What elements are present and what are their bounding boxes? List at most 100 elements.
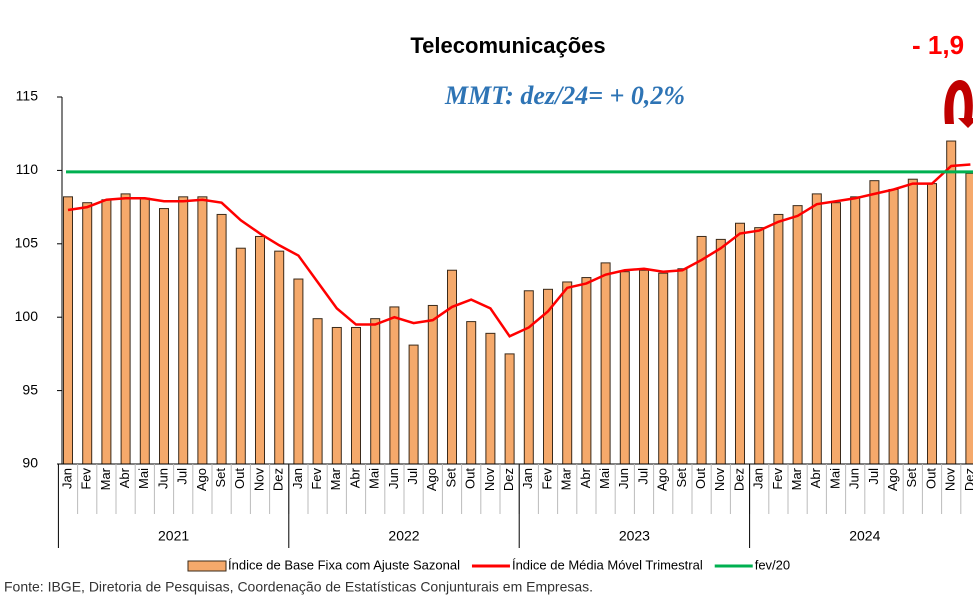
x-tick-label: Jul <box>175 468 190 485</box>
x-tick-label: Jun <box>386 468 401 489</box>
bar <box>274 250 285 465</box>
x-tick-label: Set <box>904 468 919 488</box>
bar <box>178 196 189 465</box>
x-tick-label: Jun <box>616 468 631 489</box>
x-tick-label: Mar <box>559 467 574 490</box>
x-tick-label: Nov <box>251 468 266 492</box>
bar <box>927 183 937 465</box>
x-tick-label: Abr <box>578 467 593 488</box>
bar <box>946 140 957 465</box>
bar <box>293 278 304 465</box>
bar <box>600 262 611 465</box>
x-tick-label: Mai <box>827 468 842 489</box>
bar <box>216 213 227 465</box>
bar <box>523 290 534 465</box>
x-tick-label: Out <box>232 468 247 489</box>
bar <box>619 271 630 465</box>
bar <box>312 318 323 465</box>
bar <box>850 196 861 465</box>
group-label: 2022 <box>388 528 419 544</box>
bar <box>82 202 93 465</box>
bar <box>447 269 457 465</box>
x-tick-label: Dez <box>501 468 516 491</box>
bar <box>466 321 477 465</box>
x-tick-label: Mai <box>597 468 612 489</box>
x-tick-label: Nov <box>712 468 727 492</box>
group-label: 2021 <box>158 528 189 544</box>
x-tick-label: Jan <box>751 468 766 489</box>
x-tick-label: Nov <box>943 468 958 492</box>
bar <box>696 235 707 465</box>
bar <box>427 304 438 465</box>
x-tick-label: Mar <box>328 467 343 490</box>
bar <box>754 227 765 465</box>
source: Fonte: IBGE, Diretoria de Pesquisas, Coo… <box>4 579 593 595</box>
y-tick-label: 110 <box>16 161 39 177</box>
x-tick-label: Fev <box>539 468 554 490</box>
annotation: - 1,9 <box>912 30 964 60</box>
x-tick-label: Out <box>923 468 938 489</box>
group-label: 2024 <box>849 528 880 544</box>
x-tick-label: Abr <box>808 467 823 488</box>
x-tick-label: Dez <box>962 468 973 491</box>
bar <box>965 172 973 465</box>
x-tick-label: Set <box>443 468 458 488</box>
x-tick-label: Fev <box>309 468 324 490</box>
x-tick-label: Ago <box>885 468 900 491</box>
x-tick-label: Mar <box>98 467 113 490</box>
plot: 90 95 100 105 110 115 Jan Fev Mar Abr Mai Jun Jul Ago… <box>15 88 973 548</box>
y-tick-label: 100 <box>15 308 39 324</box>
bar <box>120 193 131 465</box>
legend-label: Índice de Média Móvel Trimestral <box>512 557 703 572</box>
bar <box>139 197 150 465</box>
bar <box>735 222 745 465</box>
x-tick-label: Jul <box>866 468 881 485</box>
x-tick-label: Set <box>213 468 228 488</box>
bar <box>639 269 649 465</box>
line <box>67 163 971 338</box>
bar <box>581 277 592 465</box>
x-tick-label: Jan <box>59 468 74 489</box>
x-tick-label: Set <box>674 468 689 488</box>
x-tick-label: Mai <box>367 468 382 489</box>
x-tick-label: Jun <box>155 468 170 489</box>
legend-label: fev/20 <box>755 557 790 572</box>
bar <box>255 235 265 465</box>
x-tick-label: Jun <box>847 468 862 489</box>
x-tick-label: Jul <box>405 468 420 485</box>
bar <box>504 353 515 465</box>
x-tick-label: Ago <box>424 468 439 491</box>
y-tick-label: 115 <box>16 88 39 104</box>
bar <box>792 205 803 465</box>
bar <box>907 178 918 465</box>
x-tick-label: Nov <box>482 468 497 492</box>
x-tick-label: Out <box>693 468 708 489</box>
x-tick-label: Ago <box>194 468 209 491</box>
bar <box>331 326 342 465</box>
bar <box>715 238 726 465</box>
x-tick-label: Jan <box>290 468 305 489</box>
bar <box>63 196 73 465</box>
x-tick-label: Mar <box>789 467 804 490</box>
x-tick-label: Fev <box>770 468 785 490</box>
bar <box>773 213 784 465</box>
y-tick-label: 95 <box>22 381 38 397</box>
bar <box>658 272 669 465</box>
x-tick-label: Abr <box>347 467 362 488</box>
annotation-arrow <box>944 80 973 128</box>
bar <box>811 193 822 465</box>
bar <box>159 208 169 465</box>
legend-label: Índice de Base Fixa com Ajuste Sazonal <box>228 557 460 572</box>
bar <box>408 344 419 465</box>
bar <box>869 180 880 465</box>
y-tick-label: 105 <box>15 235 39 251</box>
bar <box>677 268 688 465</box>
bar <box>370 318 381 465</box>
y-tick-label: 90 <box>22 455 38 471</box>
bar <box>485 332 496 465</box>
x-tick-label: Mai <box>136 468 151 489</box>
bar <box>197 196 208 465</box>
x-tick-label: Dez <box>731 468 746 491</box>
subtitle: MMT: dez/24= + 0,2% <box>444 81 685 110</box>
